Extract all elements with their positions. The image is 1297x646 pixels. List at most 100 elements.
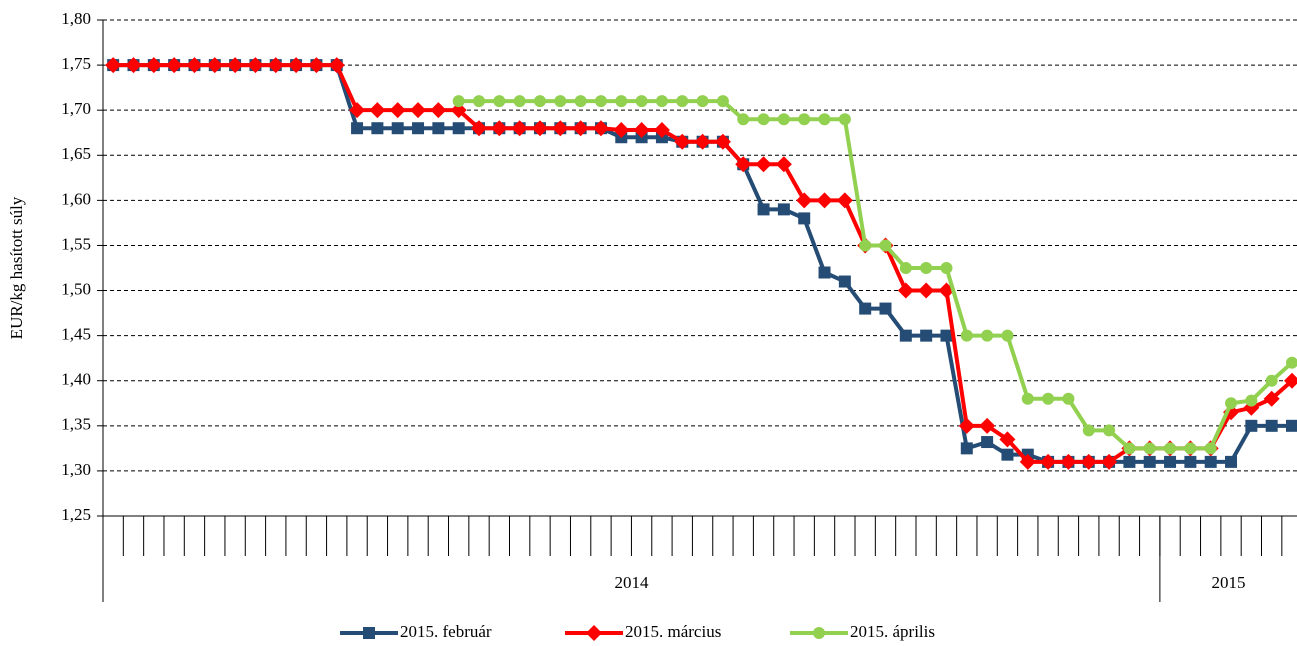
marker [1103,424,1116,437]
marker [1042,392,1055,405]
y-tick-label: 1,65 [61,144,91,163]
y-tick-label: 1,40 [61,370,91,389]
marker [552,120,569,137]
marker [363,627,375,639]
marker [979,417,996,434]
marker [655,95,668,108]
marker [267,57,284,74]
y-tick-label: 1,60 [61,189,91,208]
marker [816,192,833,209]
marker [166,57,183,74]
marker [716,95,729,108]
legend-item: 2015. február [340,622,492,641]
marker [1204,455,1217,468]
y-tick-label: 1,80 [61,9,91,28]
marker [1286,356,1297,369]
group-label: 2014 [614,573,649,592]
marker [918,282,935,299]
legend-item: 2015. március [565,622,721,641]
legend-label: 2015. február [400,622,492,641]
marker [1143,442,1156,455]
marker [493,95,506,108]
marker [586,625,602,641]
y-tick-label: 1,45 [61,325,91,344]
marker [1245,419,1258,432]
marker [1164,455,1177,468]
marker [491,120,508,137]
marker [1204,442,1217,455]
marker [1001,448,1014,461]
marker [1225,455,1238,468]
series-line [113,63,1292,464]
y-tick-label: 1,75 [61,54,91,73]
marker [391,122,404,135]
marker [513,95,526,108]
legend-label: 2015. április [850,622,935,641]
legend-label: 2015. március [625,622,721,641]
marker [430,102,447,119]
marker [777,203,790,216]
marker [940,329,953,342]
marker [412,122,425,135]
marker [818,266,831,279]
marker [1080,453,1097,470]
marker [308,57,325,74]
y-tick-label: 1,25 [61,505,91,524]
marker [897,282,914,299]
marker [999,431,1016,448]
marker [574,95,587,108]
marker [836,192,853,209]
marker [1019,453,1036,470]
marker [735,156,752,173]
marker [859,239,872,252]
marker [879,239,892,252]
marker [410,102,427,119]
marker [1184,455,1197,468]
marker [696,95,709,108]
marker [1001,329,1014,342]
marker [247,57,264,74]
marker [288,57,305,74]
marker [572,120,589,137]
marker [798,113,811,126]
marker [1062,392,1075,405]
legend-item: 2015. április [790,622,935,641]
marker [1060,453,1077,470]
marker [473,95,486,108]
marker [920,329,933,342]
marker [452,95,465,108]
marker [737,113,750,126]
marker [186,57,203,74]
marker [653,122,670,139]
marker [1263,390,1280,407]
marker [1123,442,1136,455]
marker [371,122,384,135]
marker [1284,372,1297,389]
series [452,95,1297,455]
marker [635,95,648,108]
y-axis-label: EUR/kg hasított súly [7,196,26,339]
marker [633,122,650,139]
marker [757,203,770,216]
marker [960,329,973,342]
series-line [113,63,1294,464]
marker [1040,453,1057,470]
marker [1184,442,1197,455]
series [107,59,1297,468]
marker [813,627,825,639]
marker [1101,453,1118,470]
y-tick-label: 1,55 [61,234,91,253]
marker [145,57,162,74]
marker [511,120,528,137]
marker [838,275,851,288]
marker [615,95,628,108]
marker [981,436,994,449]
marker [328,57,345,74]
marker [958,417,975,434]
y-tick-label: 1,70 [61,99,91,118]
marker [389,102,406,119]
marker [1265,419,1278,432]
y-tick-label: 1,50 [61,279,91,298]
